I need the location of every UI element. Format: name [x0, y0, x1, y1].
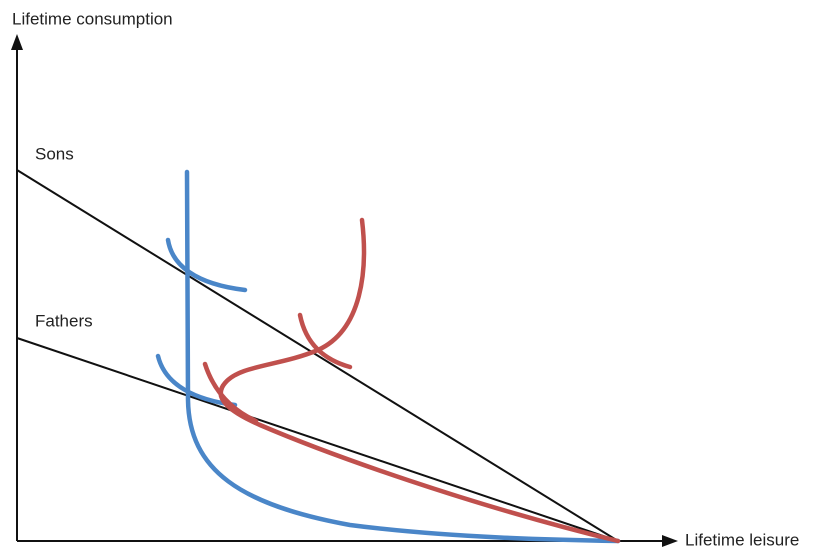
- red-indifference: [202, 361, 259, 424]
- y-axis-label: Lifetime consumption: [12, 9, 173, 28]
- blue-curve: [184, 169, 621, 544]
- y-axis-arrow: [11, 34, 23, 50]
- budget-line-fathers: [16, 337, 619, 542]
- line-label: Sons: [35, 144, 74, 163]
- x-axis-label: Lifetime leisure: [685, 530, 799, 549]
- blue-indifference: [165, 237, 248, 293]
- budget-line-sons: [16, 169, 619, 542]
- red-indifference: [297, 312, 353, 370]
- red-curve: [218, 217, 621, 544]
- line-label: Fathers: [35, 311, 93, 330]
- x-axis-arrow: [662, 535, 678, 547]
